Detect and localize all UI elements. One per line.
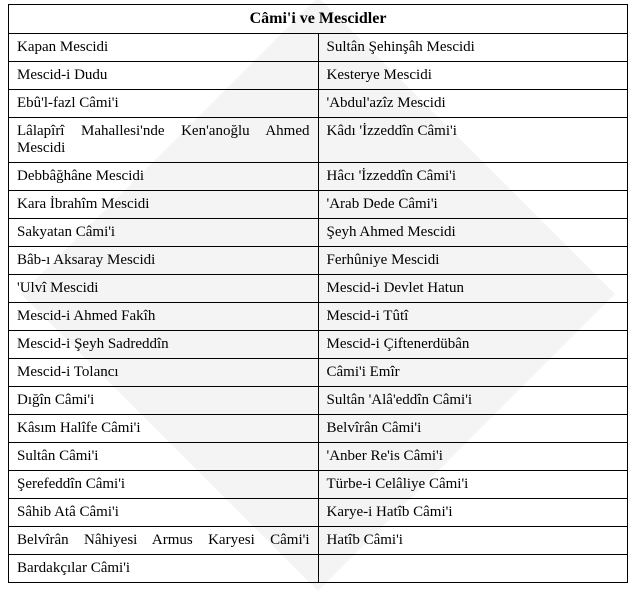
cell-right: Karye-i Hatîb Câmi'i <box>318 499 628 527</box>
table-row: Sakyatan Câmi'iŞeyh Ahmed Mescidi <box>9 219 628 247</box>
table-row: Sâhib Atâ Câmi'iKarye-i Hatîb Câmi'i <box>9 499 628 527</box>
cell-left: Kâsım Halîfe Câmi'i <box>9 415 319 443</box>
cell-right: Câmi'i Emîr <box>318 359 628 387</box>
cell-left: Mescid-i Ahmed Fakîh <box>9 303 319 331</box>
table-header-row: Câmi'i ve Mescidler <box>9 5 628 34</box>
cell-right: 'Arab Dede Câmi'i <box>318 191 628 219</box>
cell-left: Sultân Câmi'i <box>9 443 319 471</box>
table-row: Şerefeddîn Câmi'iTürbe-i Celâliye Câmi'i <box>9 471 628 499</box>
cell-left: Mescid-i Tolancı <box>9 359 319 387</box>
cell-right: Şeyh Ahmed Mescidi <box>318 219 628 247</box>
cell-right: Kâdı 'İzzeddîn Câmi'i <box>318 118 628 163</box>
table-row: Dığîn Câmi'iSultân 'Alâ'eddîn Câmi'i <box>9 387 628 415</box>
cell-right: Mescid-i Çiftenerdübân <box>318 331 628 359</box>
table-row: Mescid-i TolancıCâmi'i Emîr <box>9 359 628 387</box>
table-row: Mescid-i Şeyh SadreddînMescid-i Çiftener… <box>9 331 628 359</box>
table-row: Mescid-i Ahmed FakîhMescid-i Tûtî <box>9 303 628 331</box>
table-row: Kâsım Halîfe Câmi'iBelvîrân Câmi'i <box>9 415 628 443</box>
cell-left: Şerefeddîn Câmi'i <box>9 471 319 499</box>
cell-right: 'Abdul'azîz Mescidi <box>318 90 628 118</box>
table-header: Câmi'i ve Mescidler <box>9 5 628 34</box>
mosques-table: Câmi'i ve Mescidler Kapan MescidiSultân … <box>8 4 628 583</box>
table-body: Kapan MescidiSultân Şehinşâh MescidiMesc… <box>9 34 628 583</box>
cell-left: Bardakçılar Câmi'i <box>9 555 319 583</box>
cell-right: Ferhûniye Mescidi <box>318 247 628 275</box>
cell-right: Mescid-i Devlet Hatun <box>318 275 628 303</box>
cell-right: Sultân 'Alâ'eddîn Câmi'i <box>318 387 628 415</box>
table-row: Ebû'l-fazl Câmi'i'Abdul'azîz Mescidi <box>9 90 628 118</box>
cell-left: Sâhib Atâ Câmi'i <box>9 499 319 527</box>
cell-right: Hatîb Câmi'i <box>318 527 628 555</box>
cell-left: Belvîrân Nâhiyesi Armus Karyesi Câmi'i <box>9 527 319 555</box>
cell-right: Mescid-i Tûtî <box>318 303 628 331</box>
cell-left: Lâlapîrî Mahallesi'nde Ken'anoğlu Ahmed … <box>9 118 319 163</box>
cell-left: Kara İbrahîm Mescidi <box>9 191 319 219</box>
cell-left: Mescid-i Şeyh Sadreddîn <box>9 331 319 359</box>
cell-left: Ebû'l-fazl Câmi'i <box>9 90 319 118</box>
table-row: Kara İbrahîm Mescidi'Arab Dede Câmi'i <box>9 191 628 219</box>
table-row: Mescid-i DuduKesterye Mescidi <box>9 62 628 90</box>
cell-left: Kapan Mescidi <box>9 34 319 62</box>
cell-right: Belvîrân Câmi'i <box>318 415 628 443</box>
cell-right <box>318 555 628 583</box>
table-row: Bâb-ı Aksaray MescidiFerhûniye Mescidi <box>9 247 628 275</box>
table-row: Sultân Câmi'i'Anber Re'is Câmi'i <box>9 443 628 471</box>
cell-right: 'Anber Re'is Câmi'i <box>318 443 628 471</box>
table-row: 'Ulvî MescidiMescid-i Devlet Hatun <box>9 275 628 303</box>
cell-left: 'Ulvî Mescidi <box>9 275 319 303</box>
table-row: Belvîrân Nâhiyesi Armus Karyesi Câmi'iHa… <box>9 527 628 555</box>
cell-right: Kesterye Mescidi <box>318 62 628 90</box>
cell-left: Bâb-ı Aksaray Mescidi <box>9 247 319 275</box>
cell-right: Sultân Şehinşâh Mescidi <box>318 34 628 62</box>
table-row: Bardakçılar Câmi'i <box>9 555 628 583</box>
table-row: Debbâğhâne MescidiHâcı 'İzzeddîn Câmi'i <box>9 163 628 191</box>
cell-left: Dığîn Câmi'i <box>9 387 319 415</box>
cell-left: Debbâğhâne Mescidi <box>9 163 319 191</box>
cell-right: Hâcı 'İzzeddîn Câmi'i <box>318 163 628 191</box>
table-row: Kapan MescidiSultân Şehinşâh Mescidi <box>9 34 628 62</box>
table-row: Lâlapîrî Mahallesi'nde Ken'anoğlu Ahmed … <box>9 118 628 163</box>
cell-left: Sakyatan Câmi'i <box>9 219 319 247</box>
cell-right: Türbe-i Celâliye Câmi'i <box>318 471 628 499</box>
cell-left: Mescid-i Dudu <box>9 62 319 90</box>
